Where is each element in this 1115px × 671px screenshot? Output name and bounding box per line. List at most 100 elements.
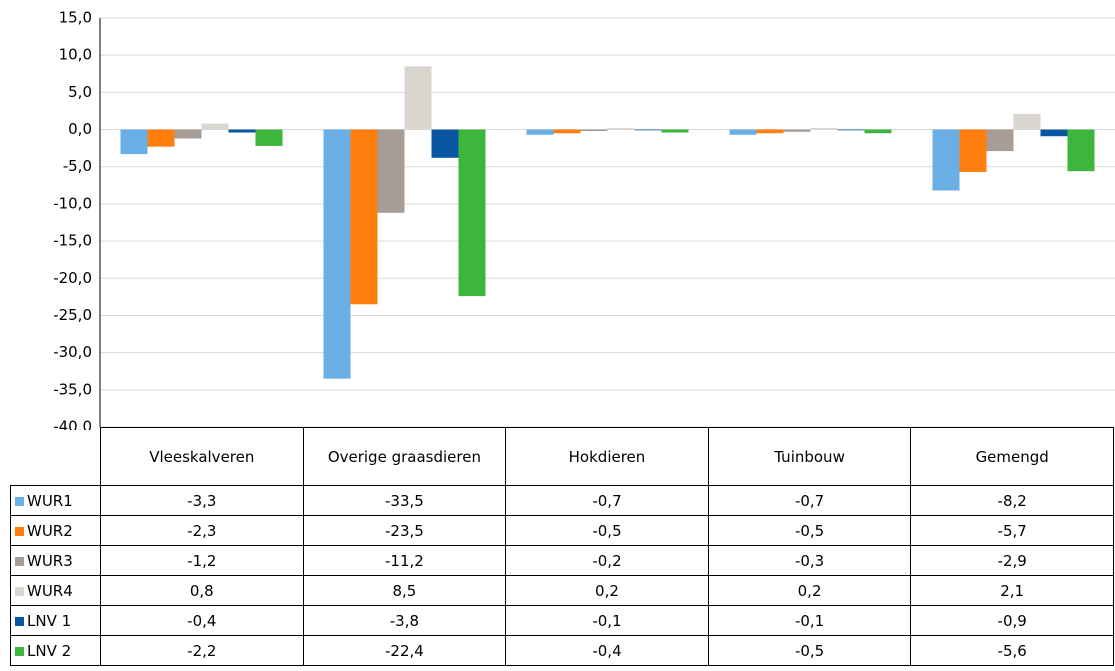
data-table: Vleeskalveren Overige graasdieren Hokdiere…	[10, 427, 1114, 666]
y-tick-label: -40,0	[53, 418, 92, 431]
value-cell: -5,7	[910, 515, 1114, 546]
bar	[201, 123, 229, 130]
series-row: LNV 1 -0,4 -3,8 -0,1 -0,1 -0,9	[10, 605, 1114, 636]
legend-swatch	[15, 646, 24, 656]
legend-label: LNV 2	[27, 641, 72, 660]
legend-swatch	[15, 586, 24, 596]
legend-label: WUR1	[27, 491, 73, 510]
series-row: WUR2 -2,3 -23,5 -0,5 -0,5 -5,7	[10, 515, 1114, 546]
value-cell: -0,1	[505, 605, 709, 636]
value-cell: -0,4	[100, 605, 304, 636]
category-label: Vleeskalveren	[100, 427, 304, 486]
value-cell: 0,8	[100, 575, 304, 606]
bar	[228, 129, 256, 133]
y-tick-label: -30,0	[53, 343, 92, 361]
bar	[553, 129, 581, 134]
value-cell: -23,5	[302, 515, 507, 546]
series-row: WUR3 -1,2 -11,2 -0,2 -0,3 -2,9	[10, 545, 1114, 576]
bar	[120, 129, 148, 155]
y-tick-label: -10,0	[53, 194, 92, 212]
bar	[1040, 129, 1068, 137]
value-cell: -0,7	[707, 485, 912, 516]
value-cell: -2,2	[100, 635, 304, 666]
bar	[377, 129, 405, 213]
series-row: WUR4 0,8 8,5 0,2 0,2 2,1	[10, 575, 1114, 606]
value-cell: -0,5	[707, 635, 912, 666]
bar	[255, 129, 283, 146]
y-tick-label: -35,0	[53, 380, 92, 398]
value-cell: -8,2	[910, 485, 1114, 516]
category-label: Overige graasdieren	[302, 427, 507, 486]
bar	[783, 129, 811, 132]
value-cell: -1,2	[100, 545, 304, 576]
value-cell: -22,4	[302, 635, 507, 666]
bar	[147, 129, 175, 147]
bar	[959, 129, 987, 172]
value-cell: -11,2	[302, 545, 507, 576]
value-cell: -0,5	[505, 515, 709, 546]
value-cell: -0,4	[505, 635, 709, 666]
bar	[756, 129, 784, 134]
bar	[661, 129, 689, 133]
value-cell: -0,5	[707, 515, 912, 546]
value-cell: 8,5	[302, 575, 507, 606]
y-tick-label: 15,0	[59, 9, 92, 27]
value-cell: -3,3	[100, 485, 304, 516]
legend-swatch	[15, 496, 24, 506]
y-tick-label: 5,0	[68, 83, 92, 101]
legend-entry: WUR4	[10, 575, 101, 606]
legend-entry: LNV 2	[10, 635, 101, 666]
legend-label: LNV 1	[27, 611, 72, 630]
value-cell: -0,7	[505, 485, 709, 516]
bar	[634, 129, 662, 131]
value-cell: -0,2	[505, 545, 709, 576]
bar	[932, 129, 960, 191]
value-cell: -0,1	[707, 605, 912, 636]
legend-swatch	[15, 526, 24, 536]
legend-label: WUR2	[27, 521, 73, 540]
value-cell: -2,3	[100, 515, 304, 546]
bar	[837, 129, 865, 131]
legend-label: WUR4	[27, 581, 73, 600]
value-cell: 2,1	[910, 575, 1114, 606]
value-cell: -33,5	[302, 485, 507, 516]
chart: -40,0 -35,0 -30,0 -25,0 -20,0 -15,0 -10,0 -5,0 0…	[53, 9, 1115, 431]
bar	[1013, 113, 1041, 130]
bar	[323, 129, 351, 379]
blank-cell	[11, 428, 101, 486]
value-cell: -3,8	[302, 605, 507, 636]
bar	[431, 129, 459, 158]
category-label: Gemengd	[910, 427, 1114, 486]
y-tick-label: -20,0	[53, 269, 92, 287]
legend-swatch	[15, 556, 24, 566]
value-cell: -0,9	[910, 605, 1114, 636]
series-row: LNV 2 -2,2 -22,4 -0,4 -0,5 -5,6	[10, 635, 1114, 666]
series-row: WUR1 -3,3 -33,5 -0,7 -0,7 -8,2	[10, 485, 1114, 516]
bar	[864, 129, 892, 134]
bar	[174, 129, 202, 139]
y-tick-label: -5,0	[63, 157, 92, 175]
category-label: Hokdieren	[505, 427, 709, 486]
legend-entry: WUR3	[10, 545, 101, 576]
bar	[810, 128, 838, 130]
value-cell: 0,2	[505, 575, 709, 606]
legend-swatch	[15, 616, 24, 626]
bar	[350, 129, 378, 305]
header-row: Vleeskalveren Overige graasdieren Hokdiere…	[11, 427, 1114, 486]
value-cell: -0,3	[707, 545, 912, 576]
bar	[986, 129, 1014, 152]
legend-entry: LNV 1	[10, 605, 101, 636]
value-cell: -2,9	[910, 545, 1114, 576]
y-tick-label: 10,0	[59, 46, 92, 64]
legend-entry: WUR2	[10, 515, 101, 546]
bar	[607, 128, 635, 130]
bar	[526, 129, 554, 135]
value-cell: -5,6	[910, 635, 1114, 666]
bar	[1067, 129, 1095, 172]
bar	[729, 129, 757, 135]
category-label: Tuinbouw	[707, 427, 912, 486]
y-tick-label: -25,0	[53, 306, 92, 324]
bar	[580, 129, 608, 132]
y-tick-label: 0,0	[68, 120, 92, 138]
